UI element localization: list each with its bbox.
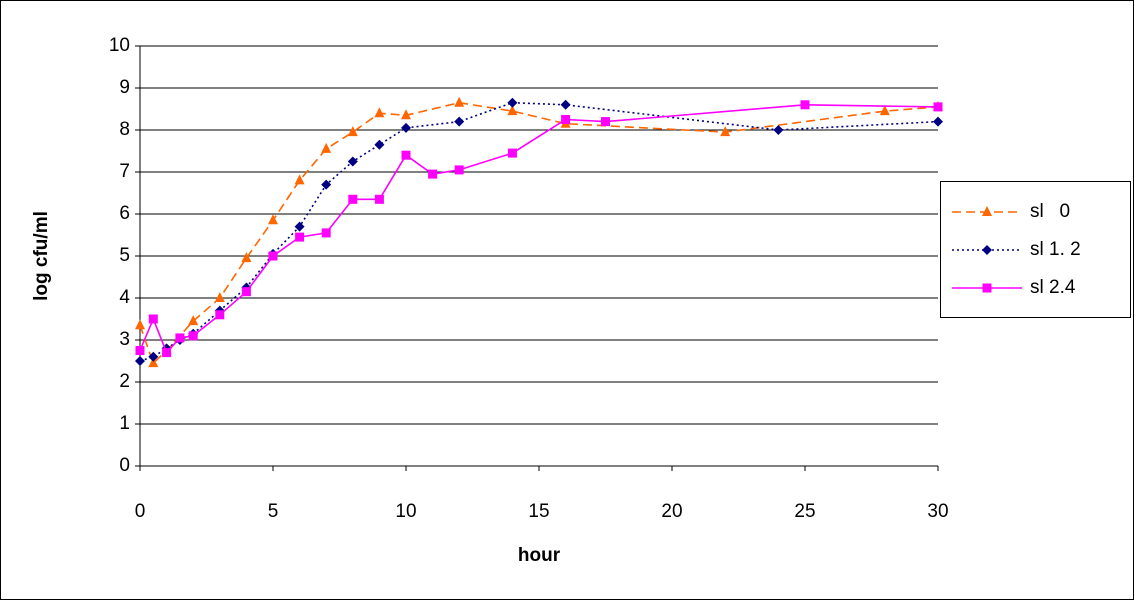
x-tick-label: 30 [927,501,948,522]
marker [136,346,145,355]
chart: hour log cfu/ml 0 1 2 3 4 5 6 7 8 9 10 0 5 10 15 20 25 30… [0,0,1134,600]
x-axis-title: hour [518,545,561,566]
marker [601,117,610,126]
x-tick-label: 5 [268,501,279,522]
y-tick-label: 8 [119,119,130,140]
marker [149,315,158,324]
marker [162,348,171,357]
legend-label: sl 2.4 [1030,277,1076,298]
marker [269,252,278,261]
marker [242,287,251,296]
legend-label: sl 0 [1030,201,1070,222]
marker [508,149,517,158]
marker [375,195,384,204]
marker [348,195,357,204]
marker [189,331,198,340]
x-tick-label: 0 [135,501,146,522]
marker [983,284,992,293]
y-tick-label: 6 [119,203,130,224]
legend-label: sl 1. 2 [1030,239,1081,260]
x-tick-label: 20 [661,501,682,522]
y-tick-label: 10 [109,35,130,56]
marker [295,233,304,242]
marker [175,333,184,342]
marker [215,310,224,319]
y-tick-label: 4 [119,287,130,308]
marker [801,100,810,109]
marker [402,151,411,160]
y-tick-label: 3 [119,329,130,350]
marker [322,228,331,237]
y-tick-label: 0 [119,455,130,476]
x-tick-label: 25 [794,501,815,522]
y-tick-label: 5 [119,245,130,266]
y-tick-label: 9 [119,77,130,98]
y-tick-label: 1 [119,413,130,434]
y-tick-label: 7 [119,161,130,182]
marker [934,102,943,111]
x-tick-label: 10 [395,501,416,522]
y-tick-label: 2 [119,371,130,392]
marker [561,115,570,124]
marker [455,165,464,174]
marker [428,170,437,179]
x-tick-label: 15 [528,501,549,522]
y-axis-title: log cfu/ml [31,211,52,301]
